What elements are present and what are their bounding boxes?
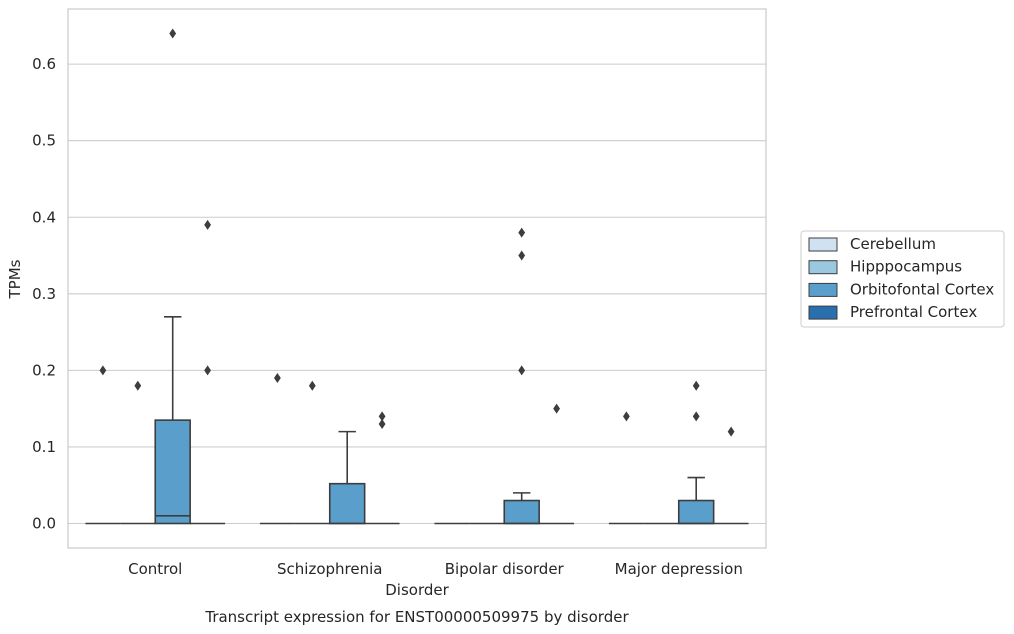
y-tick-label: 0.3 bbox=[32, 285, 56, 303]
legend: Cerebellum Hipppocampus Orbitofontal Corte… bbox=[800, 230, 1005, 328]
legend-swatch bbox=[808, 237, 838, 252]
outlier-point bbox=[623, 411, 630, 422]
legend-swatch bbox=[808, 260, 838, 275]
plot-area-frame bbox=[67, 8, 767, 549]
y-tick-label: 0.6 bbox=[32, 55, 56, 73]
outlier-point bbox=[99, 365, 107, 376]
outlier-point bbox=[274, 373, 281, 384]
outlier-point bbox=[692, 380, 700, 391]
outlier-point bbox=[518, 365, 526, 376]
box-iqr bbox=[328, 482, 366, 525]
box-orbitofontal-cortex-control bbox=[154, 315, 191, 525]
outliers bbox=[99, 28, 735, 437]
x-tick-label: Control bbox=[128, 560, 182, 578]
outlier-point bbox=[518, 250, 526, 261]
outlier-point bbox=[727, 426, 735, 437]
legend-label: Orbitofontal Cortex bbox=[850, 280, 994, 298]
legend-swatch bbox=[808, 282, 838, 297]
y-tick-label: 0.5 bbox=[32, 132, 56, 150]
chart-caption: Transcript expression for ENST0000050997… bbox=[204, 608, 629, 626]
outlier-point bbox=[204, 219, 211, 230]
x-tick-label: Major depression bbox=[615, 560, 743, 578]
y-tick-label: 0.4 bbox=[32, 208, 56, 226]
x-tick-labels: Control Schizophrenia Bipolar disorder Majo… bbox=[128, 560, 743, 578]
legend-frame bbox=[800, 230, 1005, 328]
box-orbitofontal-cortex-major-depression bbox=[677, 476, 715, 525]
legend-swatch bbox=[808, 305, 838, 320]
legend-label: Prefrontal Cortex bbox=[850, 303, 977, 321]
outlier-point bbox=[169, 28, 177, 39]
x-tick-label: Schizophrenia bbox=[277, 560, 382, 578]
x-tick-label: Bipolar disorder bbox=[445, 560, 565, 578]
boxes bbox=[85, 315, 749, 525]
outlier-point bbox=[308, 380, 316, 391]
y-axis-label: TPMs bbox=[6, 259, 24, 299]
legend-label: Cerebellum bbox=[850, 235, 936, 253]
box-iqr bbox=[503, 499, 540, 525]
box-orbitofontal-cortex-bipolar-disorder bbox=[503, 492, 540, 525]
y-tick-labels: 0.0 0.1 0.2 0.3 0.4 0.5 0.6 bbox=[32, 55, 56, 532]
outlier-point bbox=[553, 403, 560, 414]
outlier-point bbox=[518, 227, 526, 238]
y-tick-label: 0.1 bbox=[32, 438, 56, 456]
box-orbitofontal-cortex-schizophrenia bbox=[328, 430, 366, 525]
outlier-point bbox=[204, 365, 211, 376]
legend-label: Hipppocampus bbox=[850, 258, 962, 276]
legend-items: Cerebellum Hipppocampus Orbitofontal Corte… bbox=[808, 235, 994, 321]
box-iqr bbox=[154, 419, 191, 525]
outlier-point bbox=[378, 411, 386, 422]
box-iqr bbox=[677, 499, 715, 525]
y-tick-label: 0.2 bbox=[32, 361, 56, 379]
outlier-point bbox=[378, 418, 386, 429]
x-axis-label: Disorder bbox=[385, 581, 449, 599]
y-tick-label: 0.0 bbox=[32, 515, 56, 533]
outlier-point bbox=[692, 411, 700, 422]
outlier-point bbox=[134, 380, 142, 391]
